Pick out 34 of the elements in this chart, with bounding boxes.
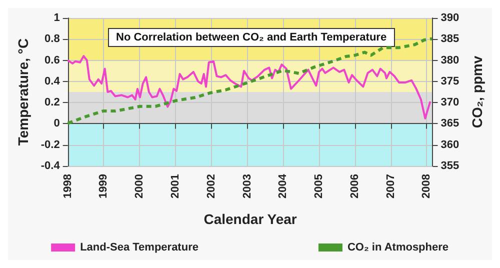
x-tick-label: 2007 <box>384 174 397 198</box>
line-series <box>66 55 432 120</box>
y-tick-label: 0 <box>54 118 60 130</box>
y-tick-label: -0.4 <box>40 160 61 172</box>
x-tick-label: 2000 <box>134 174 146 198</box>
x-tick-label: 2003 <box>241 174 254 198</box>
y2-axis-title: CO₂, ppmv <box>469 56 485 128</box>
x-tick-label: 2004 <box>277 173 290 198</box>
y-tick-label: -0.2 <box>40 138 60 151</box>
y-tick-label: 0.2 <box>44 96 60 109</box>
x-tick-label: 1999 <box>98 174 110 198</box>
x-tick-label: 2006 <box>348 174 361 198</box>
y2-tick-label: 385 <box>440 33 460 46</box>
y-tick-label: 0.4 <box>44 75 61 88</box>
y2-tick-label: 360 <box>440 138 460 151</box>
legend-label: Land-Sea Temperature <box>80 242 198 254</box>
x-tick-label: 2008 <box>420 174 433 198</box>
y2-tick-label: 380 <box>440 54 460 66</box>
y2-tick-label: 390 <box>440 12 460 24</box>
y2-tick-label: 365 <box>440 118 460 130</box>
x-tick-label: 2001 <box>169 174 182 198</box>
x-axis-title: Calendar Year <box>204 211 298 227</box>
y-tick-label: 0.8 <box>44 33 60 46</box>
x-tick-label: 2005 <box>313 174 326 198</box>
y2-tick-label: 375 <box>440 75 460 88</box>
y2-tick-label: 370 <box>440 96 460 109</box>
text: No Correlation between CO₂ and Earth Temperature <box>116 32 387 44</box>
y-tick-label: 0.6 <box>44 54 60 66</box>
y-axis-title: Temperature, °C <box>15 38 31 146</box>
legend-label: CO₂ in Atmosphere <box>347 242 449 254</box>
x-tick-label: 1998 <box>62 174 74 198</box>
y-tick-label: 1 <box>54 12 60 24</box>
x-tick-label: 2002 <box>205 174 218 198</box>
y2-tick-label: 355 <box>440 160 460 172</box>
